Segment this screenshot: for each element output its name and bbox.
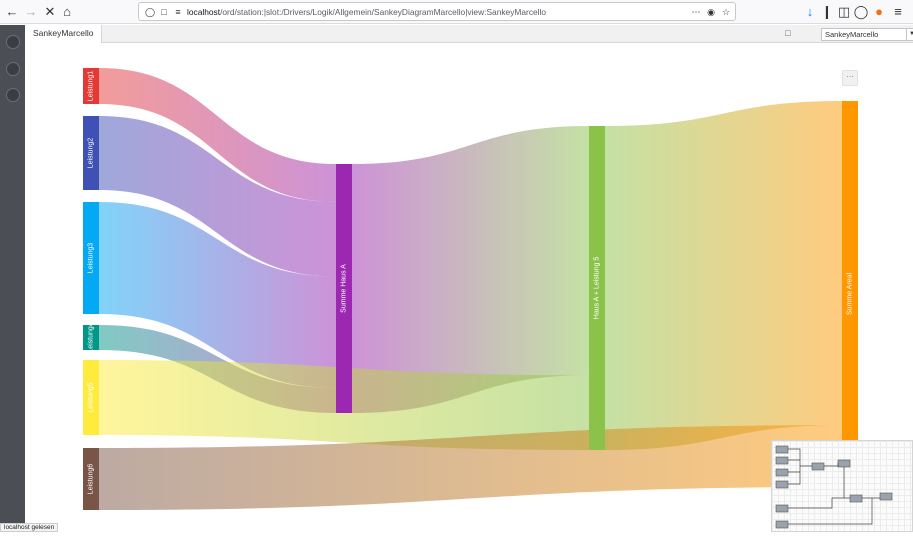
- sankey-node-leistung3[interactable]: [83, 202, 99, 314]
- sidebar-toggle-icon[interactable]: ◫: [837, 4, 851, 19]
- sankey-link-leistung1-summe_haus_a[interactable]: [99, 68, 336, 202]
- download-icon[interactable]: ↓: [806, 4, 814, 19]
- sankey-node-haus_a_leistung5[interactable]: [589, 126, 605, 450]
- tab-sankeymarcello[interactable]: SankeyMarcello: [25, 25, 103, 43]
- sankey-node-summe_areal[interactable]: [842, 101, 858, 487]
- sankey-link-haus_a_leistung5-summe_areal[interactable]: [605, 101, 842, 450]
- pocket-icon[interactable]: ◉: [707, 7, 715, 17]
- sankey-node-label-leistung5: Leistung5: [88, 382, 95, 412]
- app-sidebar: [0, 25, 25, 532]
- chart-menu-button[interactable]: ⋯: [842, 70, 858, 86]
- search-icon[interactable]: [6, 62, 20, 76]
- menu-icon[interactable]: ≡: [894, 4, 902, 19]
- sankey-node-label-leistung1: Leistung1: [88, 71, 95, 101]
- sankey-node-leistung5[interactable]: [83, 360, 99, 435]
- chevron-down-icon[interactable]: ▼: [906, 29, 913, 40]
- home-icon[interactable]: ⌂: [63, 4, 71, 19]
- browser-toolbar: ← → ✕ ⌂ ◯ □ ≡ localhost/ord/station:|slo…: [0, 0, 913, 24]
- shield-icon[interactable]: ◯: [144, 7, 156, 17]
- sankey-link-leistung3-summe_haus_a[interactable]: [99, 202, 336, 389]
- sankey-node-label-summe_areal: Summe Areal: [847, 273, 854, 315]
- sankey-node-leistung2[interactable]: [83, 116, 99, 190]
- bookmark-star-icon[interactable]: ☆: [721, 7, 731, 17]
- sankey-node-summe_haus_a[interactable]: [336, 164, 352, 413]
- sankey-link-summe_haus_a-haus_a_leistung5[interactable]: [352, 126, 589, 413]
- document-icon: □: [785, 28, 791, 38]
- sankey-node-leistung6[interactable]: [83, 448, 99, 510]
- account-icon[interactable]: ◯: [853, 4, 869, 19]
- sankey-node-label-summe_haus_a: Summe Haus A: [341, 264, 348, 313]
- sankey-node-label-leistung6: Leistung6: [88, 464, 95, 494]
- view-selector[interactable]: SankeyMarcello ▼: [821, 28, 913, 41]
- sankey-node-label-leistung2: Leistung2: [88, 138, 95, 168]
- view-tab-bar: SankeyMarcello □ SankeyMarcello ▼ ✕: [25, 25, 913, 43]
- library-icon[interactable]: ❙: [821, 4, 833, 19]
- page-actions-icon[interactable]: ⋯: [691, 7, 701, 17]
- view-selector-value: SankeyMarcello: [825, 30, 879, 39]
- sankey-node-label-leistung3: Leistung3: [88, 243, 95, 273]
- forward-arrow-icon[interactable]: →: [24, 4, 38, 19]
- minimap[interactable]: [771, 440, 913, 532]
- page-icon: □: [161, 7, 167, 17]
- address-bar[interactable]: ◯ □ ≡ localhost/ord/station:|slot:/Drive…: [138, 2, 736, 21]
- stop-loading-icon[interactable]: ✕: [44, 4, 56, 19]
- sankey-node-label-leistung4: Leistung4: [88, 322, 95, 352]
- minimap-graph: [775, 445, 893, 529]
- status-bar: localhost gelesen: [0, 523, 59, 532]
- sankey-node-label-haus_a_leistung5: Haus A + Leistung 5: [594, 257, 601, 320]
- nav-menu-icon[interactable]: [6, 35, 20, 49]
- url-text[interactable]: localhost/ord/station:|slot:/Drivers/Log…: [187, 7, 547, 17]
- sankey-link-leistung6-summe_areal[interactable]: [99, 425, 842, 510]
- sankey-link-leistung2-summe_haus_a[interactable]: [99, 116, 336, 277]
- back-arrow-icon[interactable]: ←: [5, 4, 19, 19]
- sankey-node-leistung4[interactable]: [83, 325, 99, 350]
- sankey-node-leistung1[interactable]: [83, 68, 99, 104]
- extension-icon[interactable]: ●: [875, 4, 883, 19]
- palette-icon[interactable]: [6, 88, 20, 102]
- permissions-icon[interactable]: ≡: [175, 7, 181, 17]
